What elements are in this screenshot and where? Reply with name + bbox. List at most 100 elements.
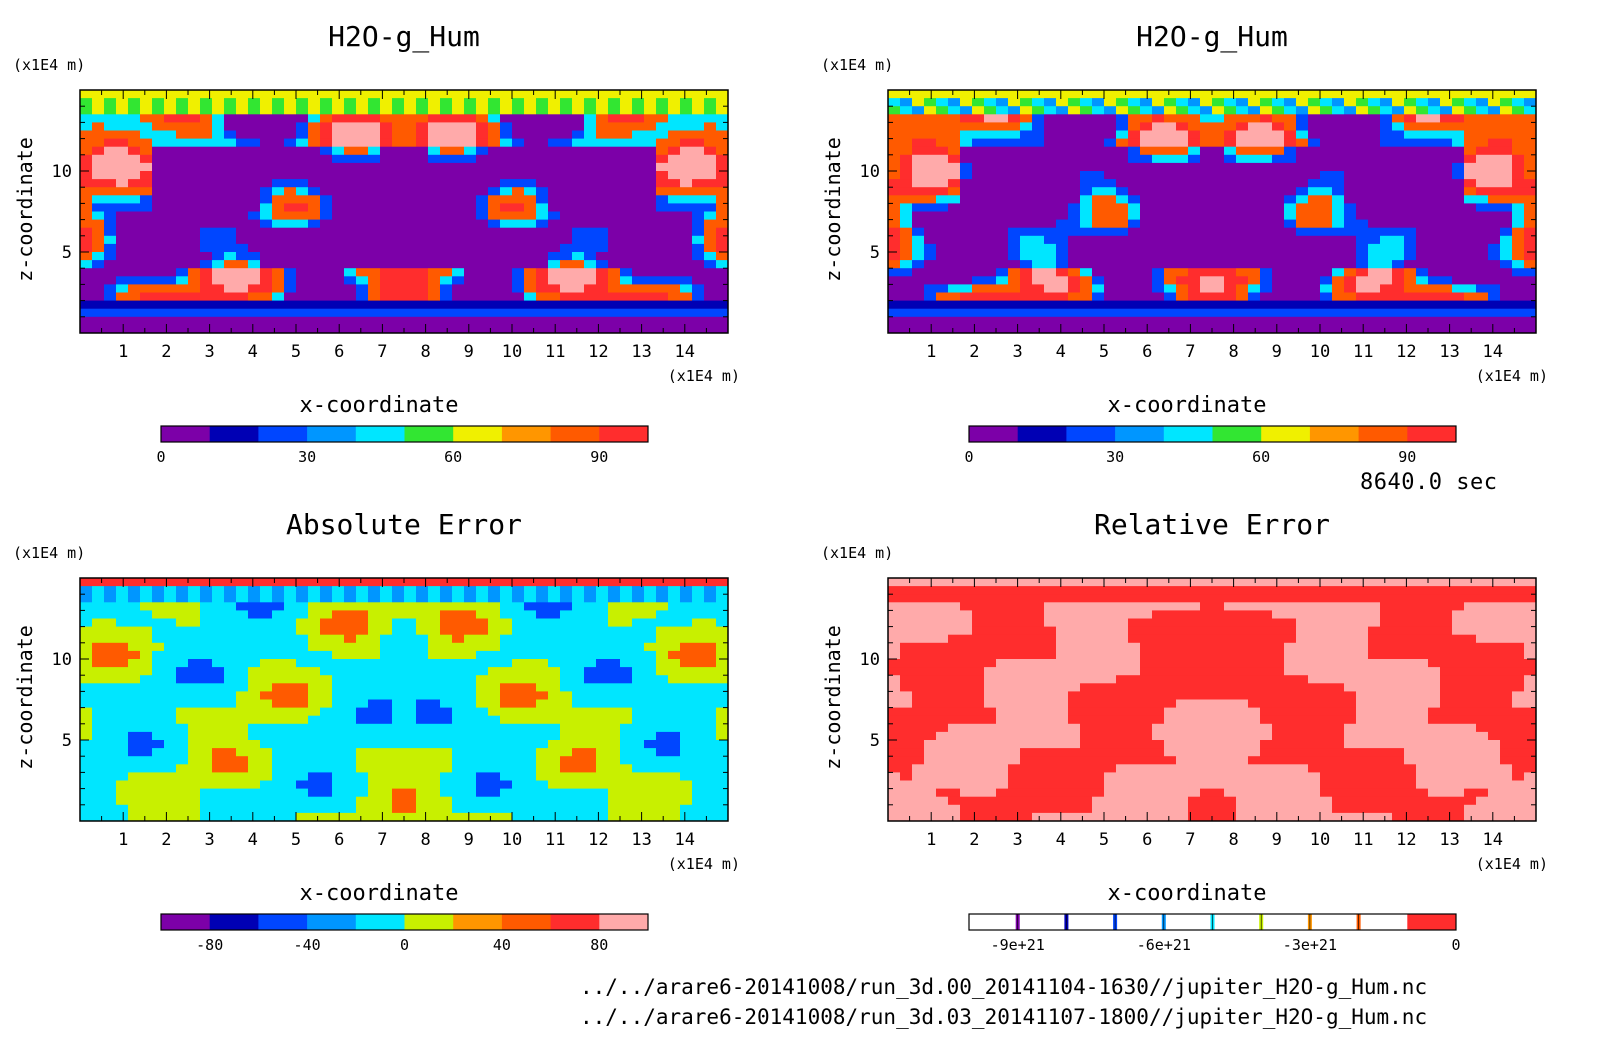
field-cell: [308, 162, 321, 172]
field-cell: [912, 316, 925, 326]
field-cell: [440, 227, 453, 237]
field-cell: [1512, 219, 1525, 229]
field-cell: [476, 138, 489, 148]
field-cell: [984, 308, 997, 318]
field-cell: [368, 650, 381, 660]
field-cell: [1488, 276, 1501, 285]
field-cell: [332, 252, 345, 261]
field-cell: [1356, 324, 1369, 333]
field-cell: [972, 179, 985, 188]
field-cell: [476, 130, 489, 140]
field-cell: [572, 602, 585, 611]
field-cell: [1200, 195, 1213, 204]
field-cell: [1044, 235, 1057, 245]
field-cell: [344, 195, 357, 204]
field-cell: [308, 788, 321, 798]
field-cell: [1416, 300, 1429, 310]
field-cell: [500, 292, 513, 302]
field-cell: [960, 292, 973, 302]
field-cell: [308, 780, 321, 790]
field-cell: [536, 691, 549, 701]
field-cell: [972, 130, 985, 140]
field-cell: [1440, 187, 1453, 196]
field-cell: [272, 731, 285, 741]
field-cell: [80, 316, 93, 326]
field-cell: [296, 748, 309, 757]
field-cell: [284, 675, 297, 684]
field-cell: [1128, 179, 1141, 188]
field-cell: [260, 260, 273, 269]
field-cell: [668, 715, 681, 725]
field-cell: [440, 618, 453, 628]
field-cell: [236, 626, 249, 636]
field-cell: [512, 691, 525, 701]
field-cell: [1524, 252, 1536, 261]
field-cell: [1212, 106, 1225, 115]
field-cell: [716, 114, 728, 123]
field-cell: [704, 154, 717, 164]
field-cell: [80, 804, 93, 814]
field-cell: [200, 308, 213, 318]
field-cell: [284, 578, 297, 587]
field-cell: [960, 284, 973, 294]
field-cell: [488, 731, 501, 741]
field-cell: [1356, 114, 1369, 123]
field-cell: [128, 748, 141, 757]
field-cell: [176, 195, 189, 204]
field-cell: [80, 610, 93, 620]
field-cell: [608, 211, 621, 221]
field-cell: [356, 195, 369, 204]
field-cell: [272, 324, 285, 333]
field-cell: [1128, 324, 1141, 333]
field-cell: [1380, 211, 1393, 221]
field-cell: [296, 634, 309, 644]
field-cell: [416, 252, 429, 261]
field-cell: [140, 252, 153, 261]
field-cell: [260, 98, 273, 107]
field-cell: [212, 284, 225, 294]
field-cell: [1368, 162, 1381, 172]
field-cell: [1116, 243, 1129, 253]
field-cell: [888, 276, 901, 285]
field-cell: [464, 634, 477, 644]
field-cell: [404, 179, 417, 188]
field-cell: [644, 772, 657, 782]
field-cell: [320, 114, 333, 123]
field-cell: [644, 90, 657, 99]
field-cell: [200, 162, 213, 172]
field-cell: [476, 634, 489, 644]
field-cell: [392, 146, 405, 156]
field-cell: [236, 764, 249, 773]
field-cell: [1236, 146, 1249, 156]
field-cell: [584, 804, 597, 814]
field-cell: [1296, 187, 1309, 196]
field-cell: [464, 586, 477, 595]
field-cell: [1368, 243, 1381, 253]
field-cell: [632, 252, 645, 261]
field-cell: [140, 788, 153, 798]
field-cell: [608, 187, 621, 196]
field-cell: [1224, 114, 1237, 123]
field-cell: [140, 308, 153, 318]
field-cell: [212, 195, 225, 204]
field-cell: [368, 667, 381, 676]
field-cell: [996, 90, 1009, 99]
field-cell: [284, 276, 297, 285]
field-cell: [272, 812, 285, 821]
field-cell: [1512, 276, 1525, 285]
field-cell: [368, 268, 381, 277]
field-cell: [1416, 187, 1429, 196]
field-cell: [1368, 90, 1381, 99]
field-cell: [404, 122, 417, 132]
field-cell: [260, 748, 273, 757]
field-cell: [1128, 122, 1141, 132]
field-cell: [656, 219, 669, 229]
field-cell: [560, 324, 573, 333]
field-cell: [476, 594, 489, 603]
field-cell: [1092, 243, 1105, 253]
field-cell: [1248, 292, 1261, 302]
field-cell: [972, 300, 985, 310]
field-cell: [680, 284, 693, 294]
field-cell: [404, 195, 417, 204]
field-cell: [692, 276, 705, 285]
